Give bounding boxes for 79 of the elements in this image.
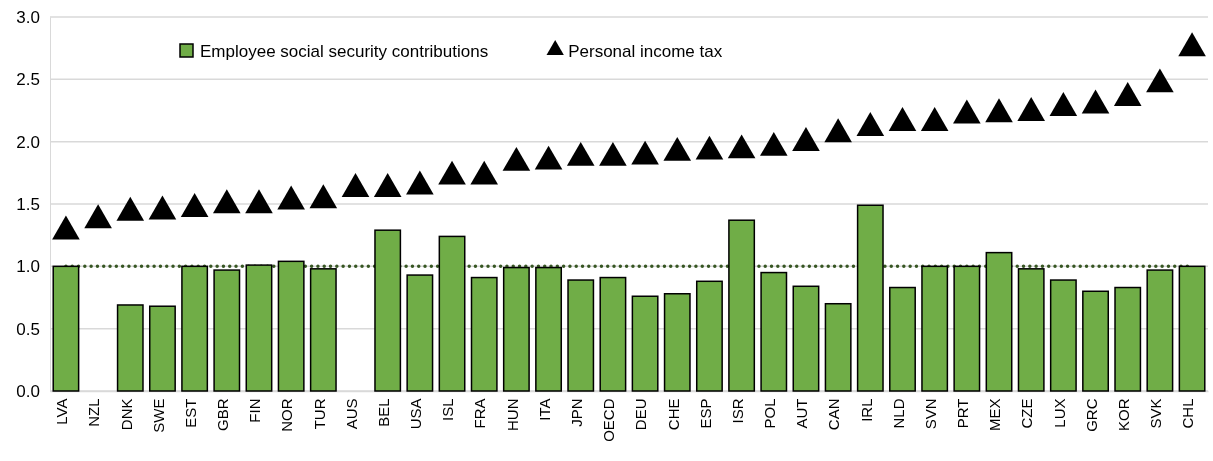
bar [728, 219, 756, 392]
legend-label: Personal income tax [568, 42, 723, 61]
bar [695, 280, 723, 392]
y-tick-label: 1.0 [16, 257, 40, 277]
bar [181, 265, 209, 392]
bar [438, 235, 466, 392]
y-tick-label: 2.5 [16, 70, 40, 90]
bar [277, 260, 305, 392]
bar [985, 251, 1013, 392]
bar [309, 268, 337, 392]
x-tick-label: ITA [535, 398, 553, 421]
x-tick-label: NZL [85, 398, 103, 427]
bar [1146, 269, 1174, 392]
y-tick-label: 0.0 [16, 381, 40, 401]
bar [599, 276, 627, 392]
bar [52, 265, 80, 392]
bar [502, 266, 530, 392]
x-tick-label: MEX [986, 398, 1004, 432]
x-tick-label: JPN [567, 398, 585, 427]
bar [374, 229, 402, 392]
x-tick-label: NOR [278, 398, 296, 432]
bar [116, 304, 144, 392]
x-tick-label: FIN [246, 398, 264, 423]
y-tick-label: 2.0 [16, 132, 40, 152]
bar [663, 293, 691, 392]
bar [406, 274, 434, 392]
x-tick-label: ESP [696, 398, 714, 429]
bar [953, 265, 981, 392]
x-tick-label: CZE [1018, 398, 1036, 429]
x-tick-label: ISL [439, 398, 457, 422]
bar [921, 265, 949, 392]
x-tick-label: LVA [53, 398, 71, 425]
legend-label: Employee social security contributions [200, 42, 489, 61]
x-tick-label: FRA [471, 398, 489, 429]
x-tick-label: CHL [1179, 398, 1197, 429]
x-tick-label: TUR [310, 398, 328, 430]
x-tick-label: EST [181, 398, 199, 428]
x-tick-label: HUN [503, 398, 521, 431]
x-tick-label: PRT [954, 398, 972, 429]
x-tick-label: OECD [600, 398, 618, 442]
bar [1017, 268, 1045, 392]
bar [1178, 265, 1206, 392]
x-tick-label: CHE [664, 398, 682, 431]
bar [760, 271, 788, 392]
bar [245, 264, 273, 392]
bar [824, 302, 852, 392]
x-tick-label: CAN [825, 398, 843, 431]
x-tick-label: SWE [149, 398, 167, 433]
bar [1114, 286, 1142, 392]
bar [213, 269, 241, 392]
bar [1049, 279, 1077, 392]
x-tick-label: BEL [374, 398, 392, 427]
bar [535, 266, 563, 392]
bar [148, 305, 176, 392]
x-tick-label: POL [761, 398, 779, 429]
bar [792, 285, 820, 392]
bar [889, 286, 916, 392]
x-tick-label: IRL [857, 398, 875, 422]
x-tick-label: DNK [117, 398, 135, 431]
bar [631, 295, 659, 392]
x-tick-label: AUS [342, 398, 360, 430]
y-tick-label: 3.0 [16, 7, 40, 27]
x-tick-label: AUT [793, 398, 811, 429]
x-tick-label: ISR [728, 398, 746, 424]
x-tick-label: KOR [1114, 398, 1132, 432]
x-tick-label: NLD [889, 398, 907, 429]
y-tick-label: 1.5 [16, 194, 40, 214]
x-tick-label: SVN [921, 398, 939, 430]
x-tick-label: USA [407, 398, 425, 430]
bar [1082, 290, 1110, 392]
y-tick-label: 0.5 [16, 319, 40, 339]
x-tick-label: GRC [1082, 398, 1100, 432]
x-tick-label: DEU [632, 398, 650, 431]
x-tick-label: SVK [1147, 398, 1165, 429]
bar [567, 279, 595, 392]
bar [856, 204, 884, 392]
bar [470, 276, 498, 392]
x-tick-label: GBR [214, 398, 232, 432]
x-tick-label: LUX [1050, 398, 1068, 428]
